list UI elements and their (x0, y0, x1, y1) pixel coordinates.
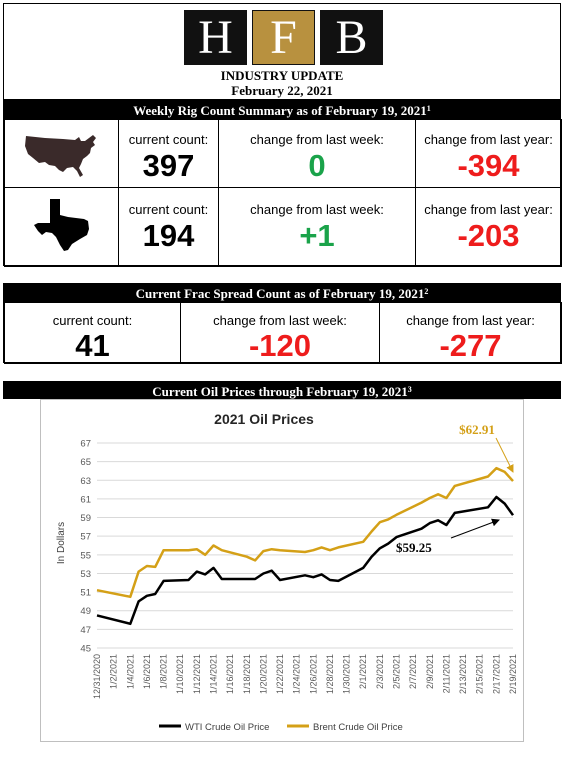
brent-annotation-arrow (495, 437, 514, 473)
report-header: H F B INDUSTRY UPDATE February 22, 2021 (3, 3, 561, 100)
usa-current-count-value: 397 (142, 148, 195, 183)
legend-wti-label: WTI Crude Oil Price (185, 722, 269, 733)
texas-current-count-label: current count: (128, 202, 209, 217)
rig-count-table: current count: 397 change from last week… (3, 118, 562, 267)
frac-spread-footnote: 2 (424, 287, 429, 296)
wti-price-line (96, 495, 515, 626)
rig-count-title-bar: Weekly Rig Count Summary as of February … (3, 100, 561, 118)
texas-year-change-cell: change from last year: -203 (415, 187, 562, 267)
x-tick-label: 12/31/2020 (92, 654, 102, 699)
x-tick-label: 1/2/2021 (109, 654, 119, 689)
texas-current-count-value: 194 (142, 218, 195, 253)
frac-year-change-value: -277 (439, 328, 502, 363)
frac-spread-table: current count: 41 change from last week:… (3, 301, 562, 364)
x-tick-label: 2/5/2021 (392, 654, 402, 689)
chart-y-axis-label: In Dollars (56, 522, 67, 564)
y-tick-label: 55 (80, 550, 91, 561)
y-tick-label: 51 (80, 588, 91, 599)
usa-week-change-label: change from last week: (250, 132, 384, 147)
frac-week-change-value: -120 (248, 328, 312, 363)
oil-prices-footnote: 3 (407, 385, 412, 394)
x-tick-label: 1/14/2021 (208, 654, 218, 694)
x-tick-label: 1/16/2021 (225, 654, 235, 694)
texas-year-change-value: -203 (457, 218, 520, 253)
frac-current-count-label: current count: (52, 313, 133, 328)
x-tick-label: 1/6/2021 (142, 654, 152, 689)
texas-map-icon (34, 199, 89, 251)
x-tick-label: 1/20/2021 (258, 654, 268, 694)
x-tick-label: 1/26/2021 (308, 654, 318, 694)
oil-prices-title: Current Oil Prices through February 19, … (152, 384, 408, 399)
texas-year-change-label: change from last year: (424, 202, 553, 217)
x-tick-label: 1/4/2021 (125, 654, 135, 689)
texas-week-change-label: change from last week: (250, 202, 384, 217)
x-tick-label: 2/1/2021 (358, 654, 368, 689)
y-tick-label: 59 (80, 513, 91, 524)
x-tick-label: 2/17/2021 (491, 654, 501, 694)
usa-year-change-label: change from last year: (424, 132, 553, 147)
y-tick-label: 57 (80, 532, 91, 543)
x-tick-label: 2/19/2021 (508, 654, 518, 694)
brent-price-line (96, 466, 514, 599)
usa-current-count-cell: current count: 397 (118, 119, 219, 188)
frac-week-change-label: change from last week: (213, 313, 347, 328)
x-tick-label: 2/9/2021 (425, 654, 435, 689)
oil-prices-title-bar: Current Oil Prices through February 19, … (3, 381, 561, 399)
usa-current-count-label: current count: (128, 132, 209, 147)
oil-price-chart-svg: 45 47 49 51 53 55 57 59 61 63 65 67 12/31/2020 1/2/2… (56, 411, 518, 733)
y-tick-label: 45 (80, 644, 91, 655)
y-tick-label: 65 (80, 457, 91, 468)
frac-week-change-cell: change from last week: -120 (180, 302, 380, 364)
frac-year-change-cell: change from last year: -277 (379, 302, 562, 364)
usa-year-change-value: -394 (457, 148, 520, 183)
x-tick-label: 1/12/2021 (192, 654, 202, 694)
x-tick-label: 1/24/2021 (292, 654, 302, 694)
report-title: INDUSTRY UPDATE (220, 68, 344, 83)
y-tick-label: 53 (80, 569, 91, 580)
wti-annotation-arrow (450, 518, 500, 539)
x-tick-label: 1/28/2021 (325, 654, 335, 694)
usa-region-cell (4, 119, 119, 188)
rig-count-footnote: 1 (426, 104, 431, 113)
y-tick-label: 67 (80, 439, 91, 450)
x-tick-label: 1/8/2021 (159, 654, 169, 689)
usa-map-icon (25, 135, 96, 177)
x-tick-label: 1/10/2021 (175, 654, 185, 694)
logo-letter-h: H (184, 10, 247, 65)
x-tick-label: 1/30/2021 (342, 654, 352, 694)
usa-week-change-value: 0 (308, 148, 326, 183)
frac-current-count-value: 41 (75, 328, 110, 363)
frac-current-count-cell: current count: 41 (4, 302, 181, 364)
report-date: February 22, 2021 (231, 83, 333, 98)
usa-year-change-cell: change from last year: -394 (415, 119, 562, 188)
frac-spread-title: Current Frac Spread Count as of February… (135, 286, 425, 301)
chart-title: 2021 Oil Prices (214, 411, 314, 427)
x-tick-label: 2/15/2021 (475, 654, 485, 694)
oil-price-chart: 45 47 49 51 53 55 57 59 61 63 65 67 12/31/2020 1/2/2… (40, 399, 524, 742)
wti-price-annotation: $59.25 (396, 540, 432, 555)
usa-week-change-cell: change from last week: 0 (218, 119, 416, 188)
texas-week-change-cell: change from last week: +1 (218, 187, 416, 267)
x-tick-label: 1/18/2021 (242, 654, 252, 694)
brent-price-annotation: $62.91 (459, 422, 495, 437)
x-tick-label: 2/7/2021 (408, 654, 418, 689)
texas-region-cell (4, 187, 119, 267)
chart-legend: WTI Crude Oil Price Brent Crude Oil Pric… (159, 722, 403, 733)
logo-letter-b: B (320, 10, 383, 65)
frac-year-change-label: change from last year: (406, 313, 535, 328)
x-tick-label: 2/11/2021 (441, 654, 451, 693)
y-tick-label: 63 (80, 476, 91, 487)
x-tick-label: 2/13/2021 (458, 654, 468, 694)
texas-week-change-value: +1 (299, 218, 335, 253)
y-tick-label: 47 (80, 625, 91, 636)
y-tick-label: 61 (80, 494, 91, 505)
y-tick-label: 49 (80, 606, 91, 617)
rig-count-title: Weekly Rig Count Summary as of February … (133, 103, 427, 118)
texas-current-count-cell: current count: 194 (118, 187, 219, 267)
legend-brent-label: Brent Crude Oil Price (313, 722, 403, 733)
logo-letter-f: F (252, 10, 315, 65)
x-tick-label: 1/22/2021 (275, 654, 285, 694)
x-tick-label: 2/3/2021 (375, 654, 385, 689)
frac-spread-title-bar: Current Frac Spread Count as of February… (3, 283, 561, 301)
